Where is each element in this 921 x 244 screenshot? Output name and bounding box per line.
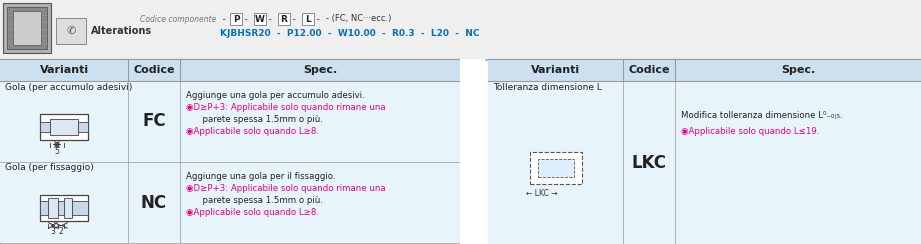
Bar [40, 201, 48, 214]
Text: Codice: Codice [628, 65, 670, 75]
Text: KJBHSR20  -  P12.00  -  W10.00  -  R0.3  -  L20  -  NC: KJBHSR20 - P12.00 - W10.00 - R0.3 - L20 … [220, 29, 480, 38]
Bar [48, 197, 58, 217]
Text: Codice: Codice [134, 65, 175, 75]
Text: Spec.: Spec. [781, 65, 815, 75]
Text: Codice componente: Codice componente [140, 14, 216, 23]
Bar [58, 201, 64, 214]
Bar [538, 159, 574, 176]
Text: parete spessa 1.5mm o più.: parete spessa 1.5mm o più. [186, 196, 323, 205]
Text: ◉Applicabile solo quando L≤19.: ◉Applicabile solo quando L≤19. [681, 127, 820, 136]
Bar [488, 59, 921, 244]
Bar [0, 81, 460, 162]
Text: R: R [281, 14, 287, 23]
Text: -: - [220, 14, 226, 23]
Text: parete spessa 1.5mm o più.: parete spessa 1.5mm o più. [186, 115, 323, 124]
Bar [488, 59, 921, 81]
Text: 2: 2 [59, 227, 64, 236]
Text: W: W [255, 14, 265, 23]
Text: Gola (per accumulo adesivi): Gola (per accumulo adesivi) [5, 82, 133, 92]
Text: ✆: ✆ [66, 26, 76, 36]
Bar [302, 13, 314, 25]
Text: Tolleranza dimensione L: Tolleranza dimensione L [493, 82, 602, 92]
Bar [13, 11, 41, 45]
Bar [0, 59, 460, 81]
Text: Spec.: Spec. [303, 65, 337, 75]
Bar [56, 18, 86, 44]
Bar [40, 113, 88, 140]
Text: ◉D≥P+3: Applicabile solo quando rimane una: ◉D≥P+3: Applicabile solo quando rimane u… [186, 184, 386, 193]
Text: L: L [305, 14, 311, 23]
Bar [230, 13, 242, 25]
Bar [72, 201, 88, 214]
Text: 5: 5 [54, 146, 60, 155]
Text: -: - [266, 14, 272, 23]
Bar [40, 122, 50, 132]
Bar [278, 13, 290, 25]
Text: Aggiunge una gola per accumulo adesivi.: Aggiunge una gola per accumulo adesivi. [186, 91, 365, 100]
Bar [7, 7, 47, 49]
Bar [460, 59, 485, 244]
Text: Varianti: Varianti [530, 65, 580, 75]
Bar [0, 0, 921, 59]
Text: NC: NC [141, 193, 167, 212]
Bar [254, 13, 266, 25]
Text: Varianti: Varianti [40, 65, 88, 75]
Bar [40, 194, 88, 221]
Bar [488, 81, 921, 244]
Text: FC: FC [142, 112, 166, 131]
Bar [0, 59, 460, 244]
Text: -: - [314, 14, 320, 23]
Text: LKC: LKC [632, 153, 667, 172]
Bar [0, 59, 921, 61]
Bar [64, 197, 72, 217]
Text: Modifica tolleranza dimensione L⁰₋₀₎₅.: Modifica tolleranza dimensione L⁰₋₀₎₅. [681, 111, 843, 120]
Bar [0, 162, 460, 243]
Text: Aggiunge una gola per il fissaggio.: Aggiunge una gola per il fissaggio. [186, 172, 335, 181]
Text: P: P [233, 14, 239, 23]
Text: ◉Applicabile solo quando L≥8.: ◉Applicabile solo quando L≥8. [186, 127, 319, 136]
Text: Alterations: Alterations [91, 26, 152, 36]
Text: ◉D≥P+3: Applicabile solo quando rimane una: ◉D≥P+3: Applicabile solo quando rimane u… [186, 103, 386, 112]
Bar [78, 122, 88, 132]
Bar [3, 3, 51, 53]
Text: ◉Applicabile solo quando L≥8.: ◉Applicabile solo quando L≥8. [186, 208, 319, 217]
Text: ← LKC →: ← LKC → [526, 190, 557, 199]
Bar [530, 152, 581, 183]
Text: -: - [242, 14, 248, 23]
Bar [50, 119, 78, 134]
Text: 3: 3 [51, 227, 55, 236]
Text: -: - [290, 14, 296, 23]
Text: Gola (per fissaggio): Gola (per fissaggio) [5, 163, 94, 173]
Text: - (FC, NC···ecc.): - (FC, NC···ecc.) [326, 14, 391, 23]
